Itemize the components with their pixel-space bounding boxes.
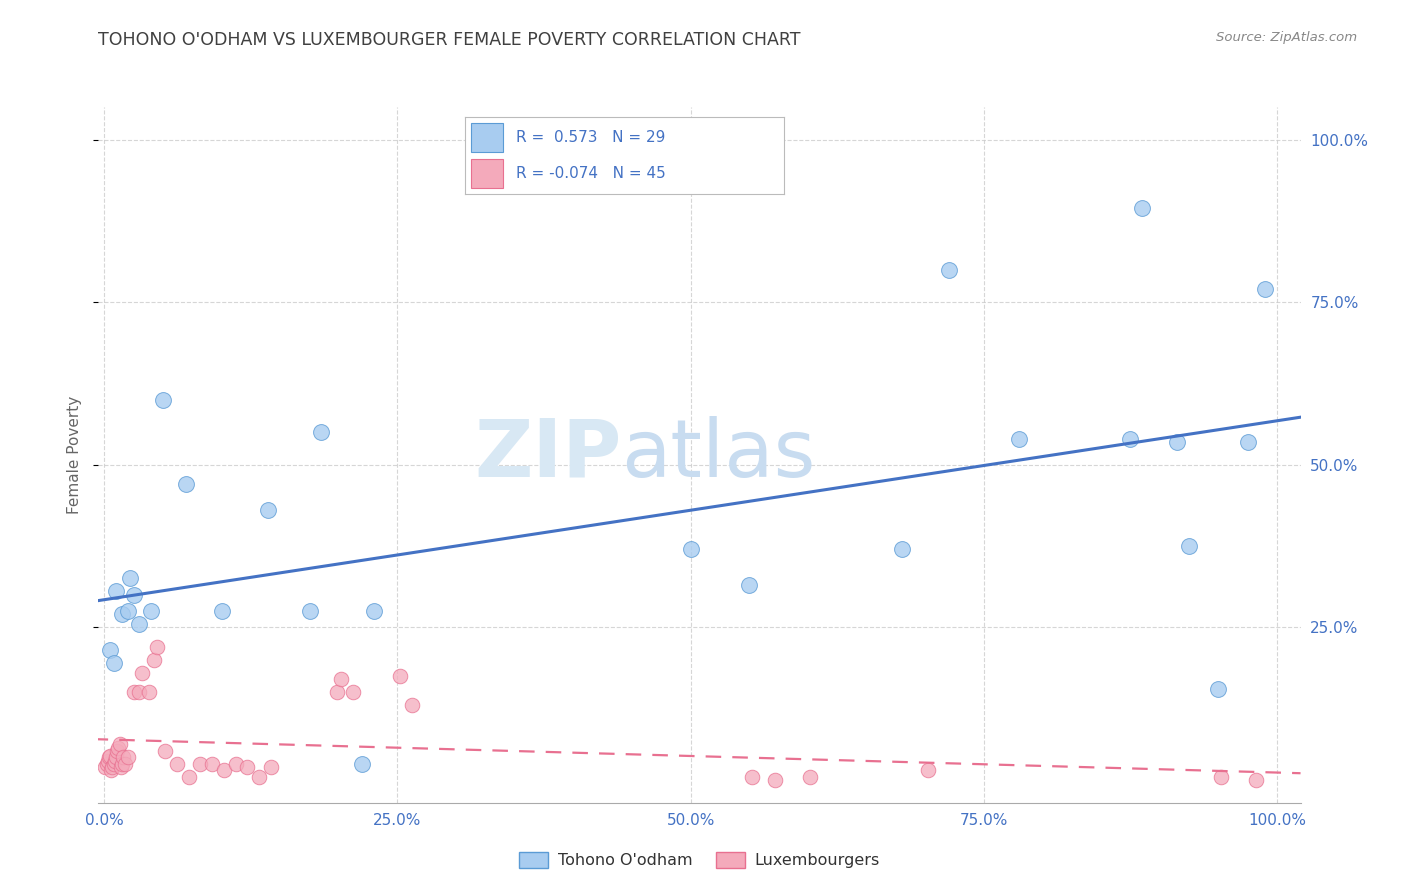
- Point: [325, 685, 347, 699]
- Point: [111, 756, 134, 771]
- Point: [94, 760, 117, 774]
- Point: [1208, 681, 1230, 696]
- Point: [101, 760, 124, 774]
- Point: [201, 756, 224, 771]
- Point: [211, 604, 233, 618]
- Point: [146, 640, 169, 654]
- Point: [114, 756, 136, 771]
- Point: [212, 764, 235, 778]
- Point: [190, 756, 212, 771]
- Point: [236, 760, 259, 774]
- Point: [103, 756, 125, 771]
- Point: [103, 656, 125, 670]
- Text: Source: ZipAtlas.com: Source: ZipAtlas.com: [1216, 31, 1357, 45]
- Point: [104, 754, 127, 768]
- Point: [1254, 282, 1277, 296]
- Point: [260, 760, 283, 774]
- Point: [155, 744, 177, 758]
- Y-axis label: Female Poverty: Female Poverty: [67, 396, 83, 514]
- Point: [352, 756, 374, 771]
- Point: [120, 572, 142, 586]
- Point: [1166, 434, 1188, 449]
- Point: [138, 685, 160, 699]
- Point: [107, 740, 129, 755]
- Point: [128, 617, 150, 632]
- Point: [1209, 770, 1232, 784]
- Point: [141, 604, 163, 618]
- Point: [98, 643, 121, 657]
- Point: [388, 669, 411, 683]
- Point: [225, 756, 247, 771]
- Point: [679, 542, 702, 557]
- Point: [111, 607, 134, 622]
- Point: [799, 770, 821, 784]
- Text: atlas: atlas: [621, 416, 815, 494]
- Point: [112, 750, 135, 764]
- Point: [363, 604, 385, 618]
- Point: [117, 604, 139, 618]
- Legend: Tohono O'odham, Luxembourgers: Tohono O'odham, Luxembourgers: [513, 846, 886, 875]
- Point: [122, 588, 145, 602]
- Text: TOHONO O'ODHAM VS LUXEMBOURGER FEMALE POVERTY CORRELATION CHART: TOHONO O'ODHAM VS LUXEMBOURGER FEMALE PO…: [98, 31, 801, 49]
- Point: [108, 737, 131, 751]
- Point: [738, 578, 761, 592]
- Point: [176, 477, 198, 491]
- Point: [247, 770, 270, 784]
- Point: [98, 750, 121, 764]
- Point: [142, 653, 165, 667]
- Point: [177, 770, 200, 784]
- Point: [1130, 201, 1153, 215]
- Point: [917, 764, 939, 778]
- Point: [763, 772, 786, 787]
- Point: [117, 750, 139, 764]
- Point: [105, 750, 128, 764]
- Point: [1178, 539, 1201, 553]
- Point: [342, 685, 364, 699]
- Point: [890, 542, 912, 557]
- Point: [741, 770, 763, 784]
- Point: [105, 744, 128, 758]
- Point: [1008, 432, 1031, 446]
- Point: [166, 756, 188, 771]
- Point: [128, 685, 150, 699]
- Point: [938, 262, 960, 277]
- Point: [330, 672, 353, 686]
- Point: [97, 754, 120, 768]
- Point: [401, 698, 423, 713]
- Point: [1236, 434, 1258, 449]
- Point: [122, 685, 145, 699]
- Point: [298, 604, 321, 618]
- Point: [110, 760, 132, 774]
- Point: [1244, 772, 1267, 787]
- Point: [131, 665, 153, 680]
- Point: [309, 425, 332, 439]
- Point: [1119, 432, 1142, 446]
- Point: [105, 584, 128, 599]
- Point: [257, 503, 280, 517]
- Point: [100, 764, 122, 778]
- Point: [152, 392, 174, 407]
- Point: [96, 756, 118, 771]
- Text: ZIP: ZIP: [474, 416, 621, 494]
- Point: [98, 749, 121, 764]
